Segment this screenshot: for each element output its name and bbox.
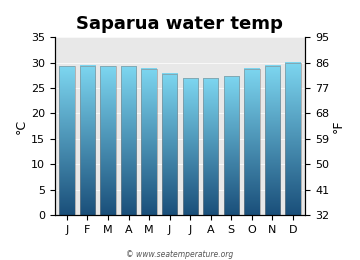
Bar xyxy=(80,66,95,215)
Bar xyxy=(162,74,177,215)
Bar xyxy=(100,66,116,215)
Title: Saparua water temp: Saparua water temp xyxy=(76,15,283,33)
Bar xyxy=(203,78,219,215)
Text: © www.seatemperature.org: © www.seatemperature.org xyxy=(126,250,234,259)
Y-axis label: °F: °F xyxy=(332,119,345,133)
Bar xyxy=(285,63,301,215)
Bar xyxy=(224,76,239,215)
Bar xyxy=(59,66,75,215)
Y-axis label: °C: °C xyxy=(15,119,28,134)
Bar xyxy=(244,69,260,215)
Bar xyxy=(121,66,136,215)
Bar xyxy=(265,66,280,215)
Bar xyxy=(183,78,198,215)
Bar xyxy=(141,69,157,215)
